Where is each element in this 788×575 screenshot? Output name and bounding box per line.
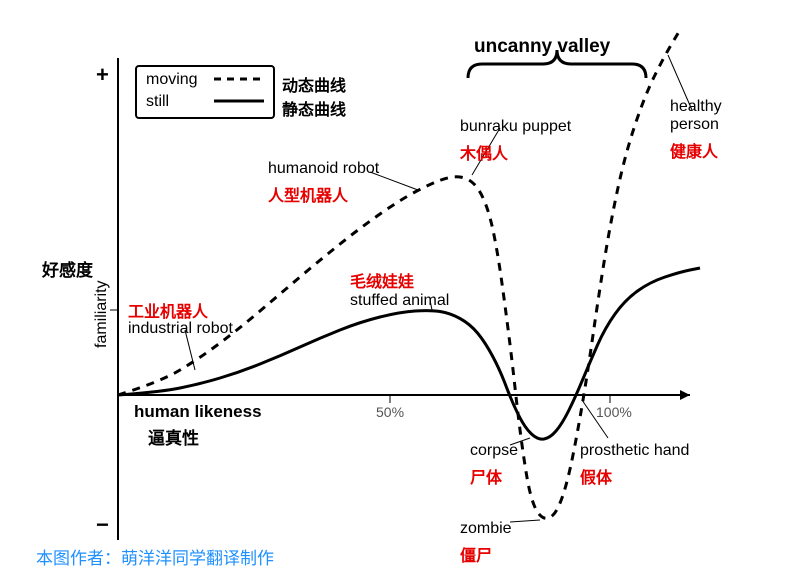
callout-en: prosthetic hand — [580, 442, 689, 460]
callout-en: bunraku puppet — [460, 118, 571, 136]
callout-en: industrial robot — [128, 320, 233, 338]
callout-en: zombie — [460, 520, 512, 538]
chart-title: uncanny valley — [474, 36, 610, 58]
callout-cn: 毛绒娃娃 — [350, 268, 414, 292]
x-tick-label: 50% — [376, 404, 404, 420]
credit-text: 本图作者：萌洋洋同学翻译制作 — [36, 544, 274, 569]
callout-cn: 僵尸 — [460, 542, 492, 566]
callout-en: stuffed animal — [350, 292, 449, 310]
y-axis-label-cn: 好感度 — [42, 256, 93, 281]
y-minus-marker: − — [96, 512, 109, 538]
callout-en: humanoid robot — [268, 160, 379, 178]
legend-still-cn: 静态曲线 — [282, 96, 346, 120]
x-axis-arrow — [680, 390, 690, 400]
y-axis-label-en: familiarity — [93, 280, 110, 348]
legend-item-dashed: moving — [146, 71, 198, 88]
callout-cn: 工业机器人 — [128, 298, 208, 322]
callout-cn: 健康人 — [670, 138, 718, 162]
y-plus-marker: + — [96, 62, 109, 88]
callout-cn: 尸体 — [470, 464, 502, 488]
callout-line — [510, 520, 540, 522]
callout-cn: 木偶人 — [460, 140, 508, 164]
callout-en: healthy person — [670, 98, 740, 134]
x-axis-label-cn: 逼真性 — [148, 424, 199, 449]
legend-item-solid: still — [146, 93, 169, 110]
callout-cn: 人型机器人 — [268, 182, 348, 206]
legend-moving-cn: 动态曲线 — [282, 72, 346, 96]
callout-cn: 假体 — [580, 464, 612, 488]
callout-en: corpse — [470, 442, 518, 460]
chart-root: familiarity 50% 100% moving still 好感度 human … — [0, 0, 788, 575]
x-axis-label-en: human likeness — [134, 402, 262, 422]
x-tick-label: 100% — [596, 404, 632, 420]
